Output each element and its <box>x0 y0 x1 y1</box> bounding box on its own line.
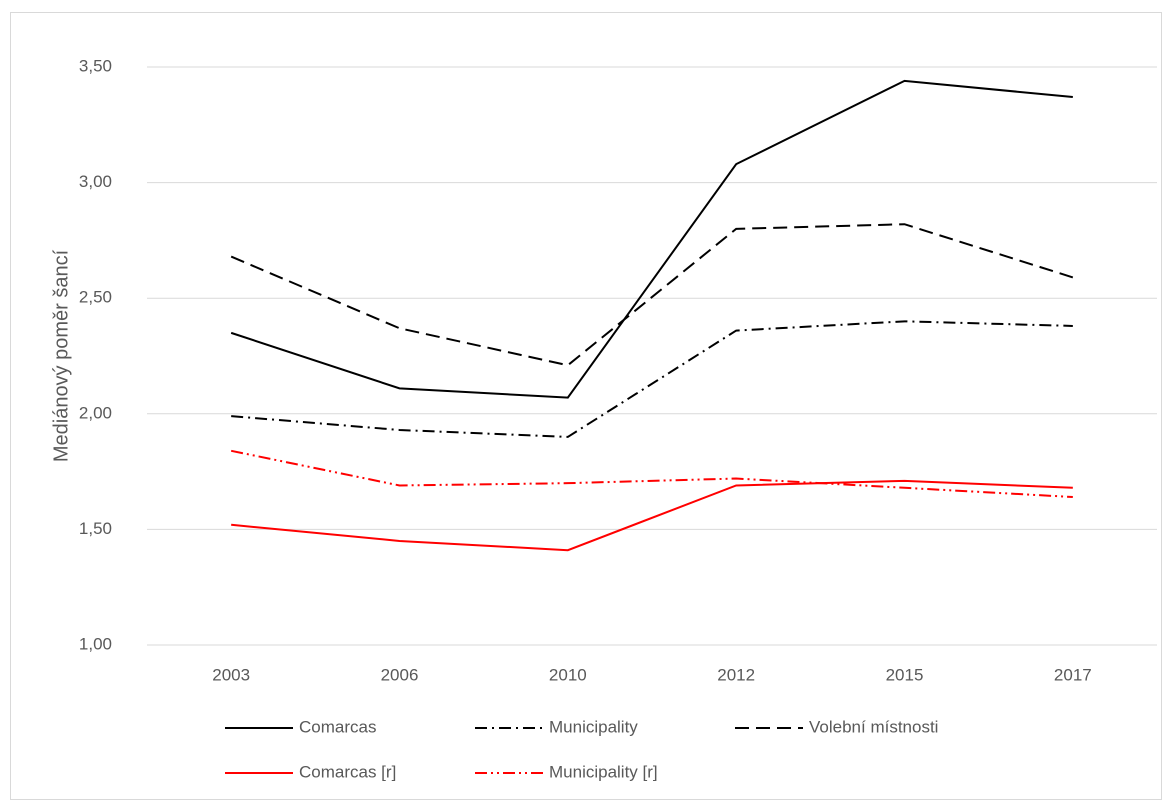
x-tick-label: 2003 <box>212 665 250 684</box>
y-tick-label: 3,50 <box>79 56 112 75</box>
series-line <box>230 223 1074 367</box>
y-tick-label: 3,00 <box>79 172 112 191</box>
y-tick-label: 2,00 <box>79 403 112 422</box>
series-line <box>231 320 1073 438</box>
legend-label: Comarcas [r] <box>299 762 396 781</box>
legend-label: Volební místnosti <box>809 717 938 736</box>
series-line <box>230 79 1073 399</box>
series-line <box>231 479 1073 552</box>
legend-label: Municipality [r] <box>549 762 658 781</box>
y-tick-label: 1,50 <box>79 519 112 538</box>
y-tick-label: 1,00 <box>79 634 112 653</box>
x-tick-label: 2006 <box>381 665 419 684</box>
x-tick-label: 2017 <box>1054 665 1092 684</box>
y-tick-label: 2,50 <box>79 288 112 307</box>
chart-frame <box>10 12 1162 800</box>
x-tick-label: 2012 <box>717 665 755 684</box>
legend-label: Comarcas <box>299 717 376 736</box>
series-line <box>230 449 1073 499</box>
legend-label: Municipality <box>549 717 638 736</box>
y-axis-label: Mediánový poměr šancí <box>50 249 72 462</box>
x-tick-label: 2015 <box>886 665 924 684</box>
x-tick-label: 2010 <box>549 665 587 684</box>
